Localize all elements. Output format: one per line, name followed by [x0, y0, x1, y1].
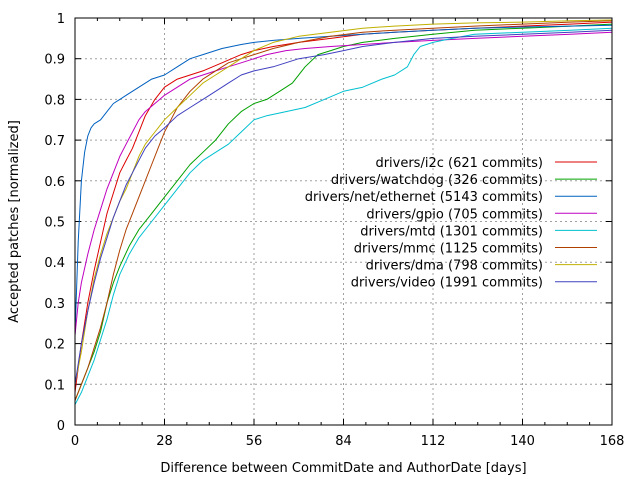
legend-label: drivers/dma (798 commits) [366, 259, 543, 274]
legend-label: drivers/mmc (1125 commits) [354, 242, 543, 257]
x-tick-label: 140 [510, 434, 535, 449]
series-line-2 [74, 23, 613, 401]
y-tick-label: 0.5 [44, 216, 65, 231]
y-axis-label: Accepted patches [normalized] [7, 120, 22, 323]
legend-label: drivers/i2c (621 commits) [375, 156, 543, 171]
y-tick-label: 0.7 [44, 134, 65, 149]
x-tick-label: 0 [71, 434, 79, 449]
legend-label: drivers/mtd (1301 commits) [360, 224, 543, 239]
y-tick-label: 0.8 [44, 93, 65, 108]
y-tick-label: 0.1 [44, 378, 65, 393]
y-tick-label: 0.2 [44, 338, 65, 353]
legend-label: drivers/watchdog (326 commits) [331, 173, 543, 188]
series-line-8 [74, 29, 613, 385]
x-tick-label: 168 [600, 434, 625, 449]
legend-label: drivers/gpio (705 commits) [366, 207, 543, 222]
x-axis-label: Difference between CommitDate and Author… [160, 461, 526, 476]
y-tick-labels: 0 0.1 0.2 0.3 0.4 0.5 0.6 0.7 0.8 0.9 1 [44, 12, 65, 434]
series-lines [74, 19, 613, 405]
legend-label: drivers/video (1991 commits) [351, 276, 543, 291]
legend-label: drivers/net/ethernet (5143 commits) [305, 190, 543, 205]
series-line-7 [74, 19, 613, 385]
legend: drivers/i2c (621 commits) drivers/watchdo… [305, 156, 597, 291]
series-line-6 [74, 20, 613, 401]
x-tick-label: 56 [246, 434, 263, 449]
y-tick-label: 0.6 [44, 175, 65, 190]
series-line-4 [74, 31, 613, 336]
y-tick-label: 1 [57, 12, 65, 27]
y-tick-label: 0.3 [44, 297, 65, 312]
series-line-3 [74, 24, 613, 336]
x-tick-label: 112 [421, 434, 446, 449]
x-tick-label: 28 [156, 434, 173, 449]
x-tick-label: 84 [335, 434, 352, 449]
y-tick-label: 0 [57, 419, 65, 434]
plot-frame [74, 17, 613, 426]
x-tick-labels: 0 28 56 84 112 140 168 [71, 434, 625, 449]
y-tick-label: 0.4 [44, 256, 65, 271]
y-tick-label: 0.9 [44, 53, 65, 68]
series-line-5 [74, 27, 613, 405]
